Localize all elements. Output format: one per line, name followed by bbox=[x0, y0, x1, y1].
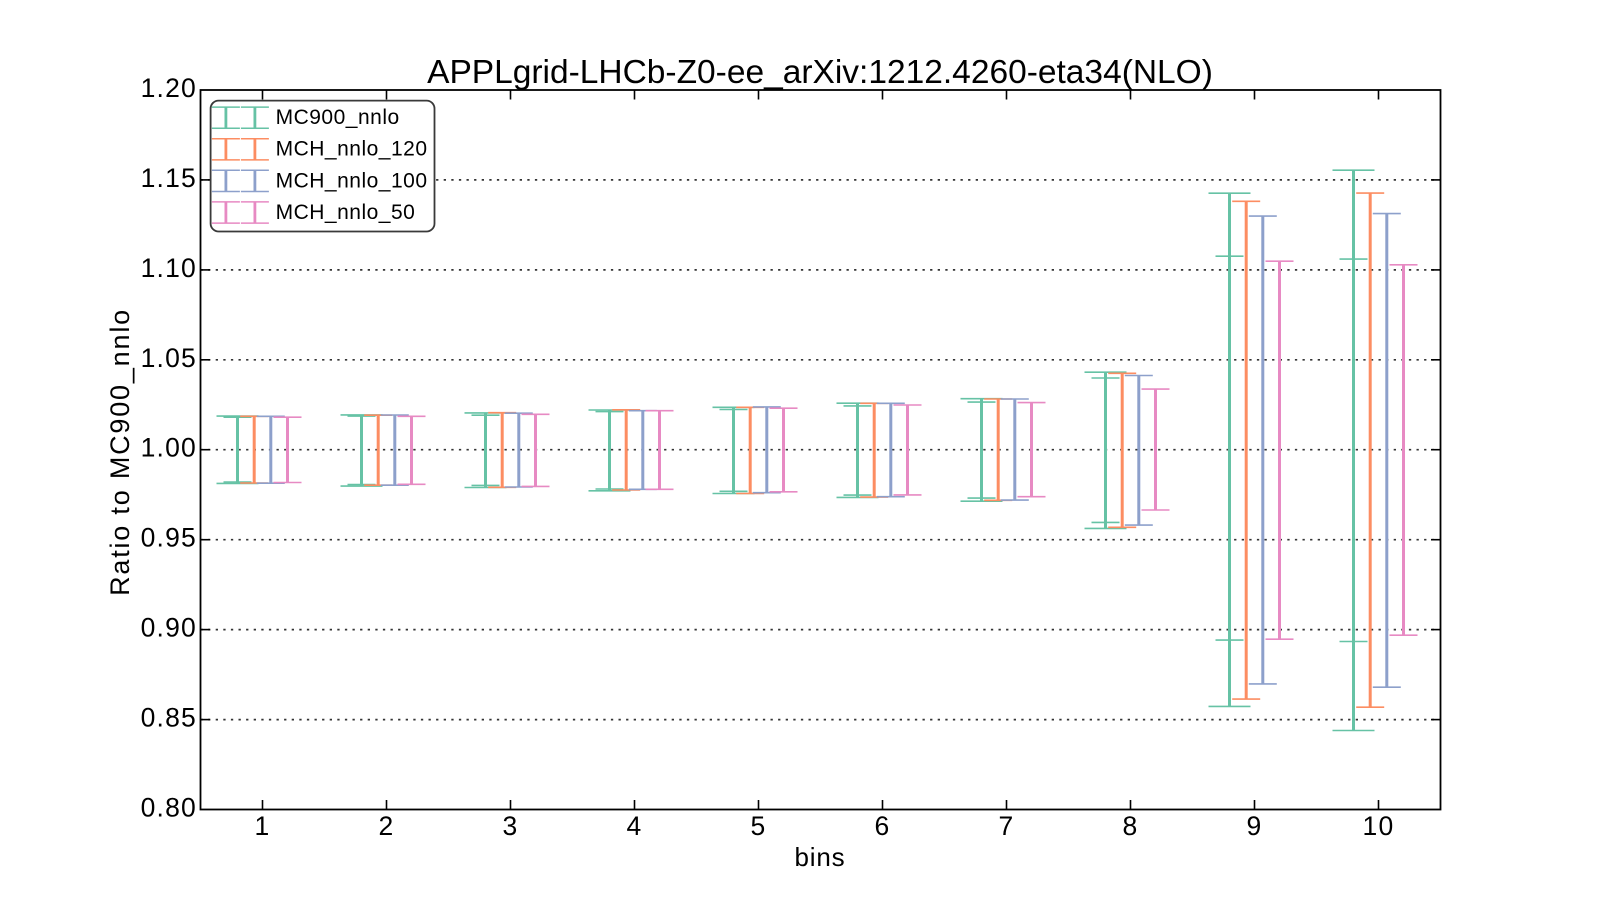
svg-text:1.20: 1.20 bbox=[141, 73, 197, 103]
svg-text:1.15: 1.15 bbox=[141, 163, 197, 193]
svg-text:1.05: 1.05 bbox=[141, 343, 197, 373]
svg-text:bins: bins bbox=[795, 842, 846, 872]
svg-text:0.85: 0.85 bbox=[141, 703, 197, 733]
svg-text:MCH_nnlo_100: MCH_nnlo_100 bbox=[276, 169, 428, 192]
svg-text:2: 2 bbox=[379, 811, 395, 841]
svg-text:0.80: 0.80 bbox=[141, 793, 197, 823]
svg-text:3: 3 bbox=[503, 811, 519, 841]
svg-text:MCH_nnlo_50: MCH_nnlo_50 bbox=[276, 201, 416, 224]
svg-text:10: 10 bbox=[1363, 811, 1395, 841]
svg-text:6: 6 bbox=[875, 811, 891, 841]
svg-text:MC900_nnlo: MC900_nnlo bbox=[276, 106, 400, 129]
svg-text:0.90: 0.90 bbox=[141, 613, 197, 643]
svg-text:Ratio to MC900_nnlo: Ratio to MC900_nnlo bbox=[105, 308, 135, 596]
svg-text:APPLgrid-LHCb-Z0-ee_arXiv:1212: APPLgrid-LHCb-Z0-ee_arXiv:1212.4260-eta3… bbox=[427, 54, 1213, 91]
svg-text:MCH_nnlo_120: MCH_nnlo_120 bbox=[276, 138, 428, 161]
svg-text:1.00: 1.00 bbox=[141, 433, 197, 463]
svg-text:1: 1 bbox=[255, 811, 271, 841]
svg-text:5: 5 bbox=[751, 811, 767, 841]
svg-text:1.10: 1.10 bbox=[141, 253, 197, 283]
svg-text:8: 8 bbox=[1123, 811, 1139, 841]
svg-text:7: 7 bbox=[999, 811, 1015, 841]
svg-text:9: 9 bbox=[1247, 811, 1263, 841]
svg-text:4: 4 bbox=[627, 811, 643, 841]
svg-text:0.95: 0.95 bbox=[141, 523, 197, 553]
